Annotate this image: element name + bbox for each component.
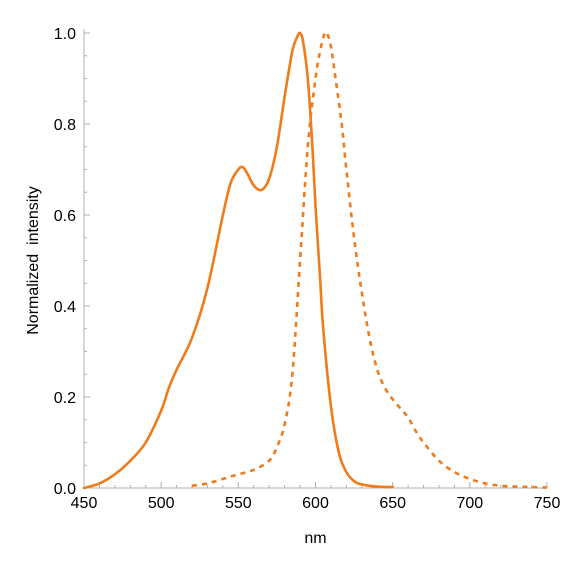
x-tick-label: 700 — [456, 495, 483, 512]
y-tick-label: 0.6 — [54, 208, 76, 225]
y-ticks: 0.0 0.2 0.4 0.6 0.8 1.0 — [54, 26, 90, 498]
x-tick-label: 650 — [379, 495, 406, 512]
x-ticks: 450 500 550 600 650 700 750 — [71, 482, 561, 512]
series-line-dashed — [191, 30, 548, 489]
y-tick-label: 0.2 — [54, 390, 76, 407]
y-tick-label: 1.0 — [54, 26, 76, 43]
x-tick-label: 550 — [225, 495, 252, 512]
y-tick-label: 0.0 — [54, 481, 76, 498]
x-tick-label: 750 — [534, 495, 561, 512]
axes — [83, 29, 547, 489]
x-tick-label: 500 — [148, 495, 175, 512]
y-tick-label: 0.8 — [54, 117, 76, 134]
series-layer — [82, 30, 548, 490]
x-tick-label: 450 — [71, 495, 98, 512]
x-axis-title: nm — [304, 530, 326, 547]
x-tick-label: 600 — [302, 495, 329, 512]
series-line-solid — [82, 31, 394, 490]
y-tick-label: 0.4 — [54, 299, 76, 316]
y-axis-title: Normalized intensity — [25, 186, 42, 335]
